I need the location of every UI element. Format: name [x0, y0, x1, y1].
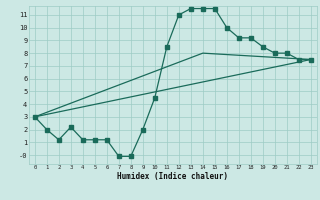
X-axis label: Humidex (Indice chaleur): Humidex (Indice chaleur) [117, 172, 228, 181]
